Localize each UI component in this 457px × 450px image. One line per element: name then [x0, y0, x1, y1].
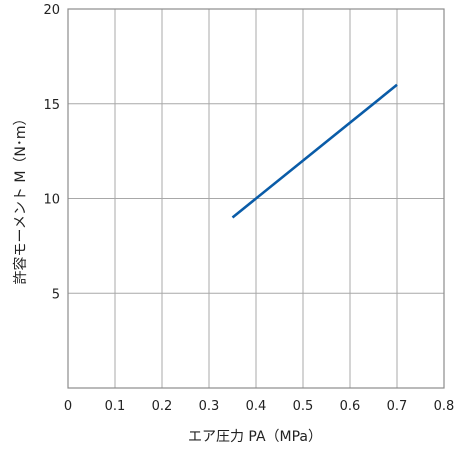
series-line [231, 83, 398, 219]
x-tick-label: 0.5 [293, 399, 314, 414]
x-tick-labels: 0 0.1 0.2 0.3 0.4 0.5 0.6 0.7 0.8 [64, 399, 454, 414]
x-tick-label: 0.4 [246, 399, 267, 414]
x-tick-label: 0.6 [340, 399, 361, 414]
y-tick-label: 10 [43, 193, 60, 208]
y-tick-label: 15 [43, 98, 60, 113]
x-tick-label: 0.1 [105, 399, 126, 414]
plot-frame [67, 8, 445, 389]
x-axis-title: エア圧力 PA（MPa） [188, 429, 322, 445]
y-tick-label: 5 [52, 287, 60, 302]
x-tick-label: 0.3 [199, 399, 220, 414]
y-tick-labels: 5 10 15 20 [43, 3, 60, 302]
y-axis-title: 許容モーメント M（N･m） [12, 111, 29, 284]
x-tick-label: 0.7 [387, 399, 408, 414]
plot-frame-layer [67, 8, 445, 389]
series-layer [231, 83, 398, 219]
x-tick-label: 0.2 [152, 399, 173, 414]
x-tick-label: 0 [64, 399, 72, 414]
y-tick-label: 20 [43, 3, 60, 18]
x-tick-label: 0.8 [434, 399, 455, 414]
